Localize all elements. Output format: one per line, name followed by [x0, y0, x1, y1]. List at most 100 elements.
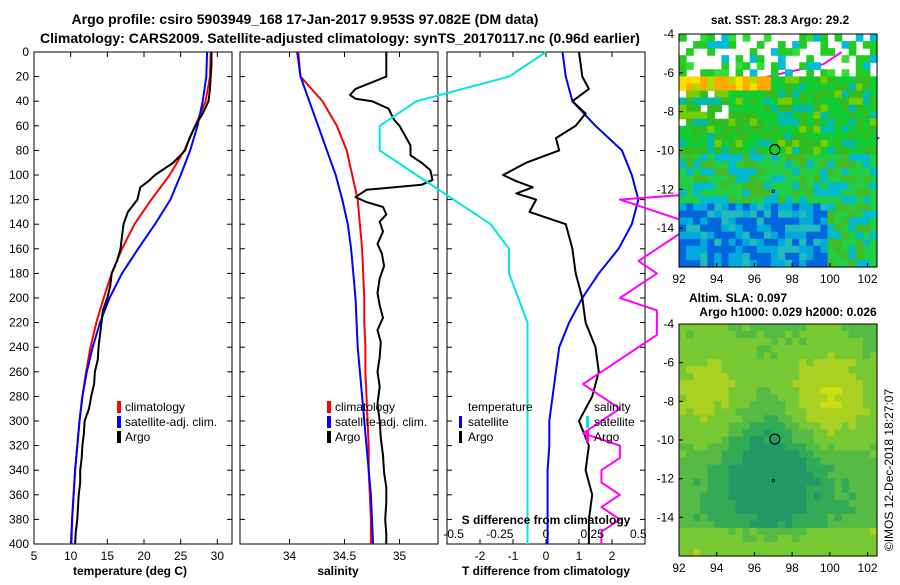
- sla-cell: [827, 457, 836, 466]
- sla-cell: [848, 331, 857, 339]
- sla-cell: [770, 422, 779, 431]
- sla-cell: [742, 541, 751, 550]
- sla-cell: [735, 352, 744, 360]
- sla-cell: [679, 534, 687, 543]
- sst-cell: [693, 189, 701, 197]
- sla-cell: [679, 366, 687, 374]
- sst-cell: [700, 69, 708, 77]
- sst-cell: [855, 217, 864, 226]
- sla-cell: [869, 443, 878, 452]
- sst-cell: [848, 83, 857, 92]
- sla-cell: [785, 380, 793, 388]
- sla-cell: [869, 492, 878, 501]
- sst-cell: [763, 259, 772, 268]
- sla-cell: [721, 443, 730, 452]
- sst-cell: [855, 161, 864, 169]
- sst-cell: [707, 132, 715, 141]
- sst-cell: [792, 118, 800, 127]
- sla-cell: [728, 366, 737, 374]
- sla-cell: [735, 422, 744, 431]
- sla-cell: [693, 408, 701, 416]
- sst-cell: [707, 231, 715, 240]
- sst-cell: [693, 259, 701, 268]
- sst-cell: [763, 217, 772, 226]
- sst-cell: [855, 76, 864, 85]
- sla-cell: [806, 387, 814, 395]
- sst-cell: [799, 259, 807, 268]
- legend-swatch-t-satellite: [459, 416, 462, 428]
- sst-cell: [820, 69, 829, 77]
- sla-cell: [841, 527, 850, 536]
- sst-cell: [785, 259, 793, 268]
- sla-cell: [820, 513, 829, 522]
- sst-cell: [778, 76, 786, 85]
- difference-xtick-label: 0: [543, 549, 550, 563]
- sla-cell: [707, 422, 715, 431]
- sst-cell: [785, 132, 793, 141]
- depth-tick-label: 60: [16, 119, 30, 133]
- sst-cell: [813, 111, 822, 120]
- sla-cell: [700, 443, 708, 452]
- sst-cell: [707, 161, 715, 169]
- sla-cell: [855, 534, 864, 543]
- legend-header-salinity: salinity: [594, 400, 631, 414]
- sst-cell: [770, 132, 779, 141]
- sst-cell: [700, 238, 708, 247]
- sst-cell: [721, 182, 730, 190]
- sla-cell: [792, 492, 800, 501]
- sla-cell: [686, 415, 694, 424]
- sla-cell: [799, 520, 807, 529]
- sst-cell: [869, 231, 878, 240]
- sst-cell: [869, 118, 878, 127]
- sst-cell: [707, 83, 715, 92]
- sla-cell: [693, 541, 701, 550]
- sst-cell: [735, 168, 744, 176]
- sst-cell: [785, 154, 793, 162]
- sla-cell: [735, 401, 744, 409]
- sst-cell: [792, 146, 800, 155]
- sst-cell: [792, 224, 800, 233]
- sla-cell: [679, 548, 687, 557]
- sla-cell: [700, 387, 708, 395]
- sla-cell: [728, 443, 737, 452]
- sla-cell: [778, 359, 786, 367]
- sst-cell: [834, 83, 843, 92]
- sst-cell: [763, 182, 772, 190]
- sla-cell: [756, 513, 765, 522]
- sla-cell: [693, 366, 701, 374]
- sla-cell: [792, 380, 800, 388]
- sst-cell: [693, 217, 701, 226]
- sst-cell: [785, 111, 793, 120]
- sla-cell: [778, 415, 786, 424]
- sla-cell: [749, 331, 758, 339]
- sla-cell: [806, 436, 814, 445]
- sst-cell: [869, 175, 878, 183]
- sla-cell: [770, 450, 779, 459]
- sst-cell: [770, 175, 779, 183]
- sla-cell: [813, 387, 822, 395]
- sst-cell: [756, 161, 765, 169]
- sla-cell: [778, 408, 786, 416]
- sst-cell: [848, 217, 857, 226]
- sla-cell: [749, 324, 758, 332]
- sst-cell: [742, 175, 751, 183]
- sla-cell: [848, 548, 857, 557]
- sla-cell: [770, 415, 779, 424]
- sla-cell: [855, 422, 864, 431]
- sla-cell: [855, 401, 864, 409]
- sla-cell: [679, 422, 687, 431]
- sla-cell: [763, 457, 772, 466]
- sst-cell: [700, 76, 708, 85]
- sla-cell: [841, 492, 850, 501]
- legend-label-satellite-adj-sal: satellite-adj. clim.: [335, 415, 427, 429]
- sla-cell: [679, 401, 687, 409]
- sst-cell: [714, 259, 723, 268]
- sst-cell: [749, 175, 758, 183]
- sla-cell: [827, 394, 836, 402]
- sla-cell: [806, 415, 814, 424]
- sst-cell: [792, 203, 800, 212]
- sst-cell: [707, 69, 715, 77]
- sst-cell: [820, 104, 829, 113]
- sst-cell: [679, 189, 687, 197]
- sst-cell: [848, 146, 857, 155]
